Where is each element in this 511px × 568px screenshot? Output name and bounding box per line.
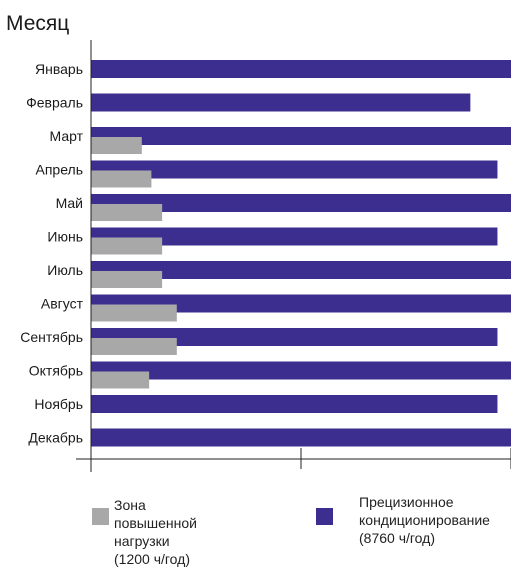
bar-precision-cooling bbox=[91, 194, 511, 212]
bar-precision-cooling bbox=[91, 261, 511, 279]
bar-high-load bbox=[91, 237, 163, 255]
bar-high-load bbox=[91, 170, 152, 188]
category-label: Май bbox=[56, 195, 83, 211]
category-label: Март bbox=[50, 128, 84, 144]
category-label: Декабрь bbox=[28, 430, 83, 446]
legend-label-precision-cooling: Прецизионное кондиционирование (8760 ч/г… bbox=[359, 494, 490, 546]
bar-precision-cooling bbox=[91, 328, 498, 346]
category-label: Ноябрь bbox=[34, 396, 83, 412]
category-label: Апрель bbox=[36, 162, 84, 178]
chart-title: Месяц bbox=[6, 12, 69, 35]
bar-high-load bbox=[91, 371, 150, 389]
bar-precision-cooling bbox=[91, 127, 511, 145]
bar-precision-cooling bbox=[91, 361, 511, 380]
legend-swatch-precision-cooling bbox=[316, 508, 333, 525]
bar-precision-cooling bbox=[91, 60, 511, 78]
bar-high-load bbox=[91, 137, 142, 154]
bar-high-load bbox=[91, 271, 163, 288]
category-label: Июнь bbox=[47, 229, 83, 245]
bar-precision-cooling bbox=[91, 93, 471, 112]
bar-high-load bbox=[91, 304, 177, 322]
category-label: Январь bbox=[35, 61, 83, 77]
legend-label-high-load: Зона повышенной нагрузки (1200 ч/год) bbox=[114, 497, 197, 567]
category-label: Июль bbox=[47, 262, 83, 278]
bar-precision-cooling bbox=[91, 294, 511, 313]
category-label: Сентябрь bbox=[20, 329, 83, 345]
bar-high-load bbox=[91, 338, 177, 355]
bar-precision-cooling bbox=[91, 428, 511, 447]
bar-high-load bbox=[91, 204, 163, 221]
category-label: Февраль bbox=[26, 95, 83, 111]
bar-precision-cooling bbox=[91, 160, 498, 179]
bar-precision-cooling bbox=[91, 227, 498, 246]
bar-precision-cooling bbox=[91, 395, 498, 413]
legend-swatch-high-load bbox=[92, 508, 109, 525]
category-label: Август bbox=[41, 296, 84, 312]
category-label: Октябрь bbox=[29, 363, 83, 379]
